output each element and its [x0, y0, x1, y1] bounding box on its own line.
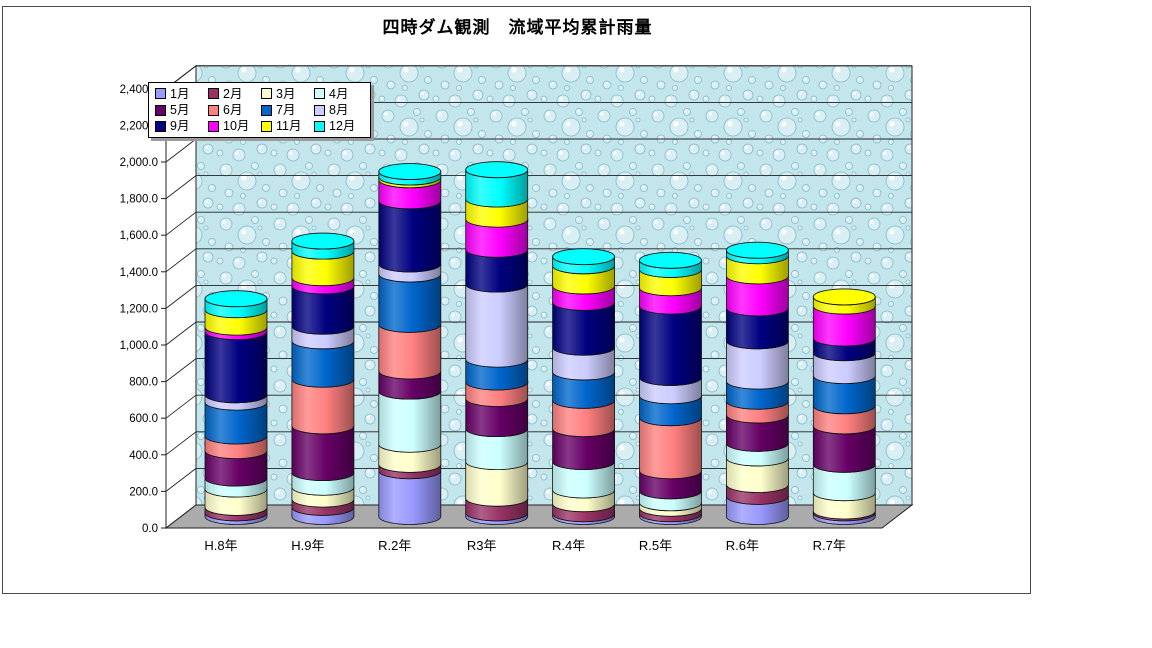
legend-swatch	[208, 104, 219, 116]
bar-segment-R.2年-9月[interactable]	[378, 200, 442, 273]
legend-swatch	[155, 104, 166, 116]
y-axis-label: 600.0	[129, 413, 158, 425]
legend-item-9月[interactable]: 9月	[155, 120, 208, 133]
chart-floor	[164, 504, 914, 529]
y-axis-label: 2,000.0	[120, 157, 158, 169]
gridline-side	[165, 358, 197, 382]
x-axis-label: R.2年	[378, 538, 411, 553]
bar-segment-R.5年-6月[interactable]	[639, 417, 702, 480]
legend-item-5月[interactable]: 5月	[155, 104, 208, 117]
bar-segment-R.2年-4月[interactable]	[378, 391, 442, 453]
legend-item-3月[interactable]: 3月	[261, 88, 314, 101]
legend-label: 6月	[223, 102, 243, 117]
bar-segment-H.8年-9月[interactable]	[204, 331, 268, 404]
gridline-side	[165, 248, 197, 273]
legend-label: 5月	[170, 102, 190, 117]
y-axis-label: 400.0	[129, 450, 158, 462]
legend-item-7月[interactable]: 7月	[261, 104, 314, 117]
chart-title: 四時ダム観測 流域平均累計雨量	[382, 18, 653, 37]
y-axis-label: 200.0	[129, 486, 158, 498]
gridline-side	[165, 285, 197, 309]
bar-segment-R.2年-7月[interactable]	[378, 273, 442, 333]
legend-item-1月[interactable]: 1月	[155, 88, 208, 101]
legend-swatch	[208, 88, 219, 100]
bar-top-R.5年[interactable]	[639, 251, 702, 269]
legend-item-12月[interactable]: 12月	[314, 120, 367, 133]
legend-swatch	[208, 120, 219, 132]
bar-segment-R.5年-9月[interactable]	[639, 305, 702, 386]
bar-segment-R3年-8月[interactable]	[465, 284, 529, 368]
gridline-side	[165, 394, 197, 419]
x-axis-label: R.4年	[552, 538, 585, 553]
legend-item-10月[interactable]: 10月	[208, 120, 261, 133]
x-axis-label: R3年	[467, 538, 497, 553]
legend-label: 2月	[223, 86, 243, 101]
bar-top-R3年[interactable]	[465, 161, 529, 179]
gridline-side	[165, 468, 197, 492]
legend-item-8月[interactable]: 8月	[314, 104, 367, 117]
legend-label: 12月	[329, 118, 356, 133]
legend-label: 1月	[170, 86, 190, 101]
legend-item-6月[interactable]: 6月	[208, 104, 261, 117]
legend-swatch	[155, 88, 166, 100]
x-axis-label: R.6年	[726, 538, 759, 553]
legend-label: 9月	[170, 118, 190, 133]
legend-label: 3月	[276, 86, 296, 101]
legend-swatch	[314, 120, 325, 132]
y-axis-label: 1,600.0	[120, 230, 158, 242]
y-axis-label: 1,200.0	[120, 303, 158, 315]
legend-swatch	[261, 88, 272, 100]
y-axis-label: 0.0	[142, 523, 158, 535]
legend-item-11月[interactable]: 11月	[261, 120, 314, 133]
legend-label: 8月	[329, 102, 349, 117]
bar-top-H.8年[interactable]	[204, 290, 268, 308]
legend-item-2月[interactable]: 2月	[208, 88, 261, 101]
bar-top-R.7年[interactable]	[812, 288, 876, 306]
gridline-side	[165, 175, 197, 199]
legend-label: 4月	[329, 86, 349, 101]
y-axis-label: 1,000.0	[120, 340, 158, 352]
y-axis-label: 800.0	[129, 377, 158, 389]
legend-label: 10月	[223, 118, 250, 133]
legend-item-4月[interactable]: 4月	[314, 88, 367, 101]
x-axis-label: H.8年	[204, 538, 237, 553]
y-axis-label: 1,800.0	[120, 194, 158, 206]
legend-swatch	[155, 120, 166, 132]
gridline-side	[165, 431, 197, 456]
legend-label: 11月	[276, 118, 302, 133]
bar-top-R.4年[interactable]	[552, 248, 616, 266]
bar-top-R.6年[interactable]	[725, 241, 789, 259]
bar-top-H.9年[interactable]	[291, 232, 355, 250]
legend-label: 7月	[276, 102, 296, 117]
legend-swatch	[261, 120, 272, 132]
legend-swatch	[314, 88, 325, 100]
gridline-side	[165, 138, 197, 163]
x-axis-label: R.5年	[639, 538, 672, 553]
bar-top-R.2年[interactable]	[378, 163, 442, 180]
x-axis-label: R.7年	[813, 538, 846, 553]
gridline-side	[165, 211, 197, 236]
legend-swatch	[314, 104, 325, 116]
gridline-side	[165, 321, 197, 346]
legend-swatch	[261, 104, 272, 116]
chart-legend[interactable]: 1月 2月 3月 4月 5月 6月 7月 8月 9月 10月 11月 12月	[148, 82, 371, 138]
y-axis-label: 1,400.0	[120, 267, 158, 279]
x-axis-label: H.9年	[291, 538, 324, 553]
